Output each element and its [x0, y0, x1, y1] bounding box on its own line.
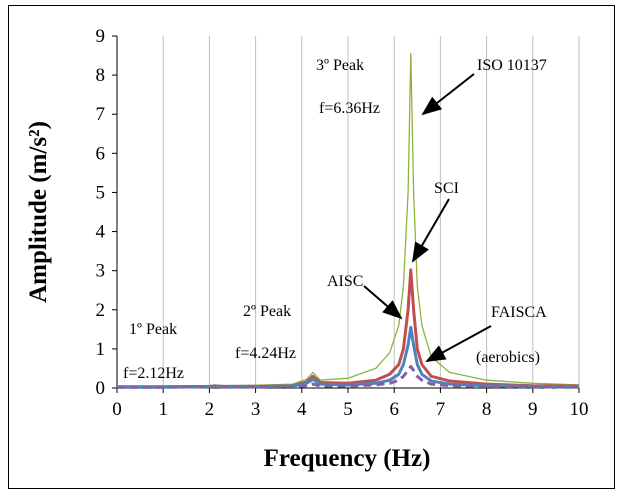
x-tick-label-8: 8 [482, 399, 492, 420]
iso-arrow [421, 73, 475, 116]
x-tick-label-5: 5 [343, 399, 353, 420]
y-axis-title: Amplitude (m/s²) [25, 121, 52, 303]
peak-3-label: 3º Peak [316, 57, 364, 74]
amplitude-frequency-chart: 0 1 2 3 4 5 6 7 8 9 10 0 1 2 3 4 5 6 7 8 9 1º Peak f=2.12Hz… [25, 26, 589, 472]
y-tick-label-2: 2 [96, 300, 106, 321]
y-tick-labels: 0 1 2 3 4 5 6 7 8 9 [96, 26, 117, 399]
y-tick-label-9: 9 [96, 26, 106, 47]
x-tick-label-0: 0 [112, 399, 122, 420]
peak-2-label: 2º Peak [243, 303, 291, 320]
aisc-arrow [363, 285, 403, 320]
y-tick-label-1: 1 [96, 339, 106, 360]
grid-lines [162, 36, 580, 388]
iso-annotation: ISO 10137 [477, 57, 547, 74]
peak-3-freq: f=6.36Hz [319, 100, 380, 117]
x-tick-label-6: 6 [389, 399, 399, 420]
x-tick-label-3: 3 [251, 399, 261, 420]
aisc-annotation: AISC [327, 273, 363, 290]
sci-annotation: SCI [434, 180, 459, 197]
y-tick-label-0: 0 [96, 378, 106, 399]
x-tick-label-4: 4 [297, 399, 307, 420]
series-lines [117, 52, 580, 389]
y-tick-label-7: 7 [96, 104, 106, 125]
sci-arrow [411, 198, 450, 263]
y-tick-label-6: 6 [96, 143, 106, 164]
faisca-arrow [425, 325, 492, 362]
faisca-annotation: FAISCA [491, 304, 547, 321]
x-tick-label-9: 9 [528, 399, 538, 420]
x-tick-label-7: 7 [436, 399, 446, 420]
peak-1-freq: f=2.12Hz [123, 365, 184, 382]
y-tick-label-8: 8 [96, 65, 106, 86]
y-tick-label-4: 4 [96, 222, 106, 243]
x-tick-label-2: 2 [205, 399, 215, 420]
series-line-faisca-aerobics [117, 365, 580, 389]
y-tick-label-3: 3 [96, 261, 106, 282]
x-axis-title: Frequency (Hz) [264, 445, 431, 472]
x-tick-label-1: 1 [158, 399, 168, 420]
aerobics-annotation: (aerobics) [476, 349, 540, 366]
chart-frame: 0 1 2 3 4 5 6 7 8 9 10 0 1 2 3 4 5 6 7 8 9 1º Peak f=2.12Hz… [8, 5, 615, 489]
peak-2-freq: f=4.24Hz [235, 345, 296, 362]
x-tick-labels: 0 1 2 3 4 5 6 7 8 9 10 [112, 388, 589, 420]
peak-1-label: 1º Peak [129, 321, 177, 338]
y-tick-label-5: 5 [96, 182, 106, 203]
x-tick-label-10: 10 [570, 399, 589, 420]
